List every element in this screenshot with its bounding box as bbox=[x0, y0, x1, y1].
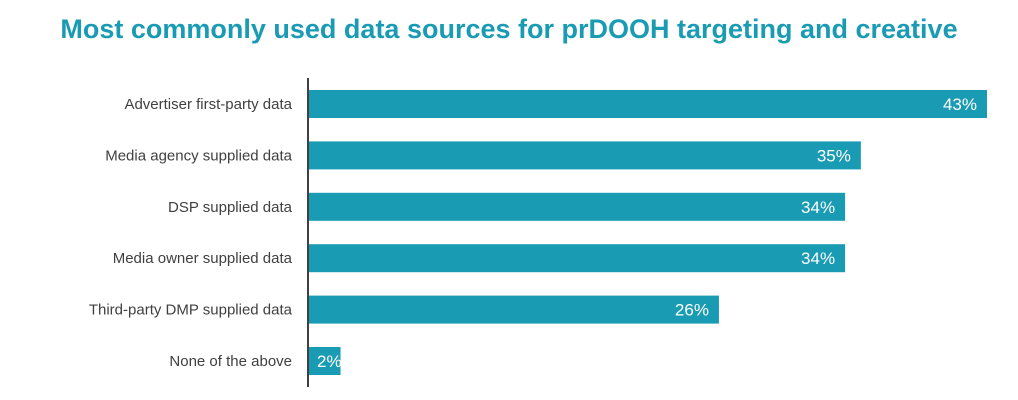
category-label: None of the above bbox=[169, 353, 292, 370]
category-label: DSP supplied data bbox=[168, 199, 293, 216]
data-label: 34% bbox=[801, 198, 835, 217]
category-label: Media agency supplied data bbox=[105, 147, 292, 164]
bar bbox=[309, 90, 987, 118]
bar bbox=[309, 141, 861, 170]
chart-title: Most commonly used data sources for prDO… bbox=[60, 14, 958, 44]
category-label: Media owner supplied data bbox=[113, 250, 293, 267]
bar bbox=[309, 192, 846, 221]
data-label: 34% bbox=[801, 249, 835, 268]
data-label: 26% bbox=[675, 301, 709, 320]
data-label: 35% bbox=[817, 146, 851, 165]
data-label: 43% bbox=[943, 95, 977, 114]
bar bbox=[309, 347, 341, 375]
category-label: Third-party DMP supplied data bbox=[89, 302, 293, 319]
data-label: 2% bbox=[317, 352, 342, 371]
bar bbox=[309, 244, 846, 273]
bar bbox=[309, 295, 719, 324]
category-label: Advertiser first-party data bbox=[124, 96, 292, 113]
